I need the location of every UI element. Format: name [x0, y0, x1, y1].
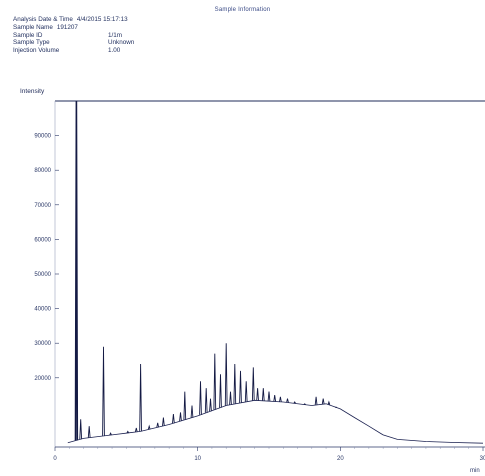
- chromatogram-peak: [286, 398, 289, 403]
- chromatogram-peak: [261, 388, 265, 401]
- chromatogram-peak: [233, 363, 237, 404]
- chromatogram-peak: [209, 398, 212, 412]
- chromatogram-peak: [314, 396, 318, 406]
- chromatogram-peak: [183, 391, 187, 420]
- chromatogram-peak: [219, 374, 222, 408]
- chromatogram-peak: [244, 381, 248, 402]
- y-tick-label: 40000: [34, 307, 51, 313]
- chromatogram-peak: [273, 395, 277, 402]
- chromatogram-peak: [204, 388, 208, 413]
- info-row-sample-type: Sample Type Unknown: [13, 39, 134, 47]
- chromatogram-peak: [213, 353, 217, 410]
- chromatogram-peak: [156, 422, 160, 428]
- sample-info-title: Sample Information: [214, 7, 271, 13]
- chromatogram-peak: [279, 396, 282, 402]
- chromatogram-peak: [79, 419, 83, 440]
- info-value: 1/1m: [108, 31, 122, 39]
- chromatogram-peak: [239, 370, 242, 403]
- x-axis-label: min: [470, 468, 480, 474]
- chromatogram-peak: [87, 426, 91, 438]
- chromatogram-peak: [267, 391, 271, 402]
- chromatogram-peak: [321, 398, 325, 405]
- chromatogram-peak: [229, 391, 232, 405]
- y-tick-label: 50000: [34, 272, 51, 278]
- chromatogram-peak: [199, 381, 202, 415]
- chromatogram-peak: [190, 405, 194, 418]
- y-tick-label: 90000: [34, 134, 51, 140]
- info-value: 1.00: [108, 47, 121, 55]
- chromatogram-baseline: [67, 399, 484, 444]
- chromatogram-peak: [327, 400, 331, 405]
- chromatogram-peak: [251, 367, 255, 401]
- x-tick-label: 20: [337, 456, 344, 462]
- y-tick-label: 60000: [34, 237, 51, 243]
- sample-info-block: Analysis Date & Time 4/4/2015 15:17:13 Sa…: [13, 16, 134, 55]
- x-tick-label: 10: [194, 456, 201, 462]
- chromatogram-peak: [172, 414, 175, 424]
- chromatogram-peak: [147, 424, 151, 430]
- y-tick-label: 70000: [34, 203, 51, 209]
- y-tick-label: 30000: [34, 341, 51, 347]
- chromatogram-peak: [224, 343, 228, 406]
- x-tick-label: 0: [53, 456, 57, 462]
- y-axis-ticks: 20000 30000 40000 50000 60000 70000 80000 90000: [34, 134, 59, 382]
- info-label: Injection Volume: [13, 47, 60, 55]
- info-value: Unknown: [108, 39, 135, 47]
- y-tick-label: 20000: [34, 376, 51, 382]
- info-value: 4/4/2015 15:17:13: [76, 16, 128, 23]
- info-row-injection-volume: Injection Volume 1.00: [13, 47, 134, 55]
- x-axis-ticks: 0 10 20 30: [53, 447, 485, 462]
- info-row-analysis-date: Analysis Date & Time 4/4/2015 15:17:13: [13, 16, 134, 24]
- y-tick-label: 80000: [34, 168, 51, 174]
- chromatogram-peak: [134, 427, 138, 433]
- info-label: Sample ID: [13, 31, 43, 39]
- chromatogram-peak: [162, 417, 165, 426]
- info-row-sample-name: Sample Name 191207: [13, 24, 134, 32]
- chromatogram-peak: [102, 346, 105, 436]
- chromatogram-peak: [139, 363, 142, 432]
- chromatogram-peak: [126, 430, 130, 434]
- x-tick-label: 30: [480, 456, 485, 462]
- chromatogram-peak: [179, 412, 182, 422]
- chromatogram-peak: [256, 388, 259, 401]
- chromatogram-peak: [74, 100, 79, 441]
- info-value: 191207: [56, 23, 78, 31]
- info-row-sample-id: Sample ID 1/1m: [13, 32, 134, 40]
- peak-series: [74, 100, 338, 441]
- info-label: Sample Name: [13, 23, 53, 31]
- chromatogram-peak: [109, 432, 112, 436]
- info-label: Sample Type: [13, 39, 50, 47]
- info-label: Analysis Date & Time: [13, 16, 73, 23]
- y-axis-label: Intensity: [20, 88, 45, 95]
